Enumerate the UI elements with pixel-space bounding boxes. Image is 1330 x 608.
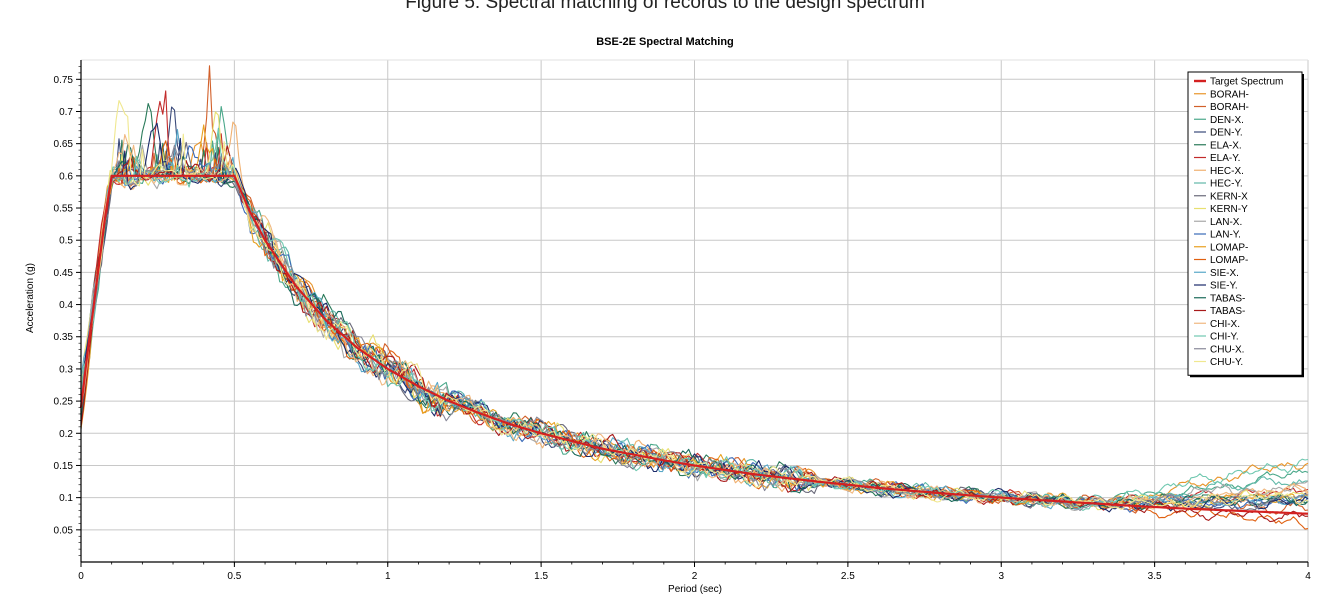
x-tick-label: 1.5	[534, 571, 548, 582]
legend-entry: TABAS-	[1210, 293, 1245, 304]
legend-entry: ELA-Y.	[1210, 153, 1240, 164]
series-line-siey	[80, 122, 1309, 513]
ticks: 0 0.5 1 1.5 2 2.5 3 3.5 4 0.05 0.1 0.15 0.2 0.25 0.3 0.…	[54, 66, 1311, 582]
legend: Target SpectrumBORAH-BORAH-DEN-X.DEN-Y.E…	[1187, 71, 1304, 378]
legend-entry: BORAH-	[1210, 89, 1249, 100]
legend-entry: CHU-X.	[1210, 344, 1244, 355]
series-line-chuy	[80, 99, 1309, 510]
legend-entry: BORAH-	[1210, 102, 1249, 113]
grid-lines	[81, 59, 1309, 562]
x-tick-label: 0.5	[227, 571, 241, 582]
series-line-lomap	[80, 124, 1309, 511]
y-tick-label: 0.3	[59, 364, 73, 375]
x-tick-label: 3.5	[1148, 571, 1162, 582]
x-tick-label: 3	[998, 571, 1004, 582]
figure-caption-fragment: Figure 5: Spectral matching of records t…	[0, 0, 1330, 20]
legend-entry: CHI-Y.	[1210, 332, 1239, 343]
y-tick-label: 0.65	[54, 139, 74, 150]
legend-entry: DEN-X.	[1210, 115, 1244, 126]
legend-entry: SIE-X.	[1210, 268, 1239, 279]
legend-entry: DEN-Y.	[1210, 128, 1243, 139]
chart-title: BSE-2E Spectral Matching	[596, 36, 734, 48]
legend-entry: KERN-X	[1210, 191, 1248, 202]
x-tick-label: 0	[78, 571, 84, 582]
x-tick-label: 2.5	[841, 571, 855, 582]
y-axis-label: Acceleration (g)	[25, 263, 36, 333]
legend-entry: CHI-X.	[1210, 319, 1240, 330]
y-tick-label: 0.05	[54, 525, 74, 536]
legend-entry: LAN-X.	[1210, 217, 1242, 228]
legend-entry: HEC-Y.	[1210, 179, 1243, 190]
legend-entry: SIE-Y.	[1210, 281, 1238, 292]
legend-entry: KERN-Y	[1210, 204, 1248, 215]
y-tick-label: 0.2	[59, 429, 73, 440]
target-layer	[79, 174, 1309, 515]
x-tick-label: 2	[692, 571, 698, 582]
y-tick-label: 0.5	[59, 236, 73, 247]
y-tick-label: 0.15	[54, 461, 74, 472]
legend-entry: TABAS-	[1210, 306, 1245, 317]
series-layer	[80, 65, 1309, 530]
legend-entry: HEC-X.	[1210, 166, 1244, 177]
x-axis-label: Period (sec)	[668, 584, 722, 595]
series-line-lanx	[80, 144, 1309, 511]
legend-box	[1187, 71, 1303, 376]
y-tick-label: 0.7	[59, 107, 73, 118]
figure-caption: Figure 5: Spectral matching of records t…	[405, 0, 925, 13]
target-spectrum-line	[79, 174, 1309, 515]
y-tick-label: 0.35	[54, 332, 74, 343]
x-tick-label: 1	[385, 571, 391, 582]
y-tick-label: 0.25	[54, 397, 74, 408]
legend-entry: CHU-Y.	[1210, 357, 1243, 368]
legend-entry: LAN-Y.	[1210, 230, 1241, 241]
legend-entry: Target Spectrum	[1210, 77, 1283, 88]
legend-entry: LOMAP-	[1210, 255, 1248, 266]
legend-entry: LOMAP-	[1210, 242, 1248, 253]
y-tick-label: 0.55	[54, 204, 74, 215]
y-tick-label: 0.45	[54, 268, 74, 279]
y-tick-label: 0.1	[59, 493, 73, 504]
y-tick-label: 0.6	[59, 171, 73, 182]
y-tick-label: 0.4	[59, 300, 73, 311]
legend-entry: ELA-X.	[1210, 140, 1242, 151]
series-line-tabas	[80, 143, 1309, 511]
x-tick-label: 4	[1305, 571, 1311, 582]
y-tick-label: 0.75	[54, 75, 74, 86]
